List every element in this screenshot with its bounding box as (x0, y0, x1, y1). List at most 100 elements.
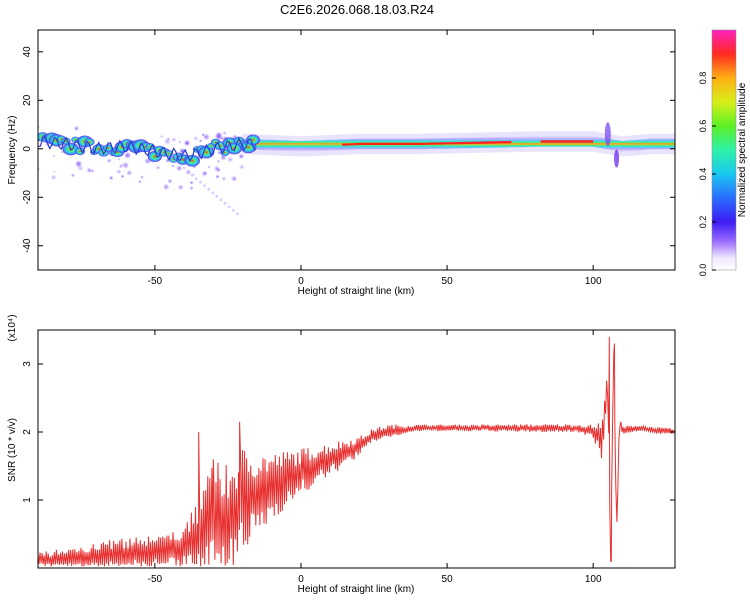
spectral-speck (217, 150, 222, 155)
spectral-speck (215, 194, 219, 198)
spectral-speck (186, 170, 190, 174)
spectral-speck (203, 184, 206, 188)
y-tick-label: 1 (22, 497, 33, 503)
spectral-speck (194, 177, 198, 181)
spectral-speck (231, 175, 238, 182)
spectral-disturbance (614, 149, 620, 168)
spectrogram-x-axis-label: Height of straight line (km) (298, 286, 415, 297)
x-tick-label: 50 (442, 276, 454, 287)
snr-frame (37, 329, 676, 569)
spectral-speck (219, 198, 223, 202)
spectral-speck (201, 133, 205, 137)
spectral-speck (207, 165, 211, 169)
y-tick-label: 3 (22, 361, 33, 367)
colorbar-tick-label: 0.4 (698, 168, 708, 181)
spectral-speck (182, 166, 186, 170)
spectral-speck (189, 186, 194, 190)
spectral-blob (246, 134, 261, 146)
x-tick-label: 100 (585, 574, 602, 585)
spectral-speck (222, 131, 227, 136)
spectral-speck (199, 180, 202, 184)
spectral-speck (190, 173, 194, 177)
spectral-speck (138, 180, 142, 184)
spectral-speck (216, 159, 221, 164)
spectral-core (341, 140, 512, 146)
spectral-speck (221, 176, 226, 181)
x-tick-label: 0 (298, 276, 304, 287)
spectral-speck (178, 184, 184, 191)
spectral-speck (207, 187, 211, 191)
colorbar-tick-label: 0.6 (698, 120, 708, 133)
colorbar-ticks: 0.0 0.2 0.4 0.6 0.8 (698, 72, 716, 276)
spectral-blob (84, 138, 95, 147)
spectral-speck (215, 174, 220, 179)
spectral-speck (86, 167, 92, 173)
spectral-speck (176, 165, 183, 172)
spectral-speck (116, 169, 122, 175)
spectral-speck (171, 164, 175, 168)
spectral-speck (124, 152, 131, 159)
spectral-speck (38, 167, 41, 172)
spectral-speck (52, 154, 56, 158)
spectral-speck (109, 176, 114, 180)
y-tick-label: 20 (22, 94, 33, 106)
colorbar-frame (711, 29, 737, 271)
spectral-speck (184, 139, 191, 147)
spectral-speck (122, 162, 129, 169)
spectral-speck (219, 136, 224, 141)
spectral-speck (171, 137, 177, 143)
spectral-speck (235, 212, 239, 216)
spectral-speck (227, 156, 233, 163)
x-tick-label: -50 (148, 574, 163, 585)
y-tick-label: 40 (22, 46, 33, 58)
snr-multiplier-label: (x10⁴) (7, 314, 18, 341)
spectral-speck (213, 165, 220, 172)
spectral-speck (77, 165, 84, 172)
spectral-speck (239, 164, 245, 170)
spectral-speck (203, 133, 210, 141)
spectral-speck (231, 208, 235, 212)
spectral-speck (126, 170, 133, 176)
spectral-speck (140, 175, 144, 179)
spectral-speck (164, 138, 171, 145)
spectral-speck (163, 183, 170, 190)
snr-y-axis-label: SNR (10 * v/v) (7, 418, 18, 482)
colorbar: 0.0 0.2 0.4 0.6 0.8 Normalized spectral ampl… (698, 29, 748, 276)
spectral-speck (238, 153, 244, 159)
spectral-speck (193, 136, 199, 141)
snr-plot (38, 336, 675, 567)
spectral-speck (201, 170, 208, 177)
spectral-speck (211, 191, 215, 195)
spectral-speck (50, 174, 57, 180)
colorbar-tick-label: 0.2 (698, 216, 708, 229)
spectral-speck (223, 201, 227, 205)
snr-series-line (38, 336, 675, 567)
snr-panel: -50 0 50 100 1 2 3 Height of straight line (km… (7, 314, 676, 595)
spectral-ridge-line (38, 135, 256, 163)
snr-ticks: -50 0 50 100 1 2 3 (22, 330, 675, 585)
spectral-speck (53, 170, 56, 174)
y-tick-label: -20 (22, 190, 33, 205)
spectral-speck (74, 126, 79, 131)
chart-title: C2E6.2026.068.18.03.R24 (280, 2, 434, 17)
spectrogram-panel: -50 0 50 100 -40 -20 0 20 40 Height of straight … (7, 29, 676, 297)
spectral-speck (120, 174, 125, 179)
y-tick-label: 2 (22, 429, 33, 435)
x-tick-label: -50 (148, 276, 163, 287)
spectrogram-frame (37, 29, 676, 271)
spectral-disturbance (604, 122, 611, 147)
spectrogram-plot (38, 122, 675, 216)
spectral-speck (167, 178, 173, 184)
y-tick-label: -40 (22, 238, 33, 253)
spectral-speck (117, 158, 121, 161)
x-tick-label: 100 (585, 276, 602, 287)
spectral-speck (189, 180, 194, 185)
spectral-speck (178, 140, 182, 144)
spectral-speck (156, 165, 160, 170)
spectral-speck (160, 134, 164, 139)
y-tick-label: 0 (22, 146, 33, 152)
x-tick-label: 0 (298, 574, 304, 585)
spectral-speck (106, 158, 112, 163)
colorbar-gradient (712, 30, 736, 270)
